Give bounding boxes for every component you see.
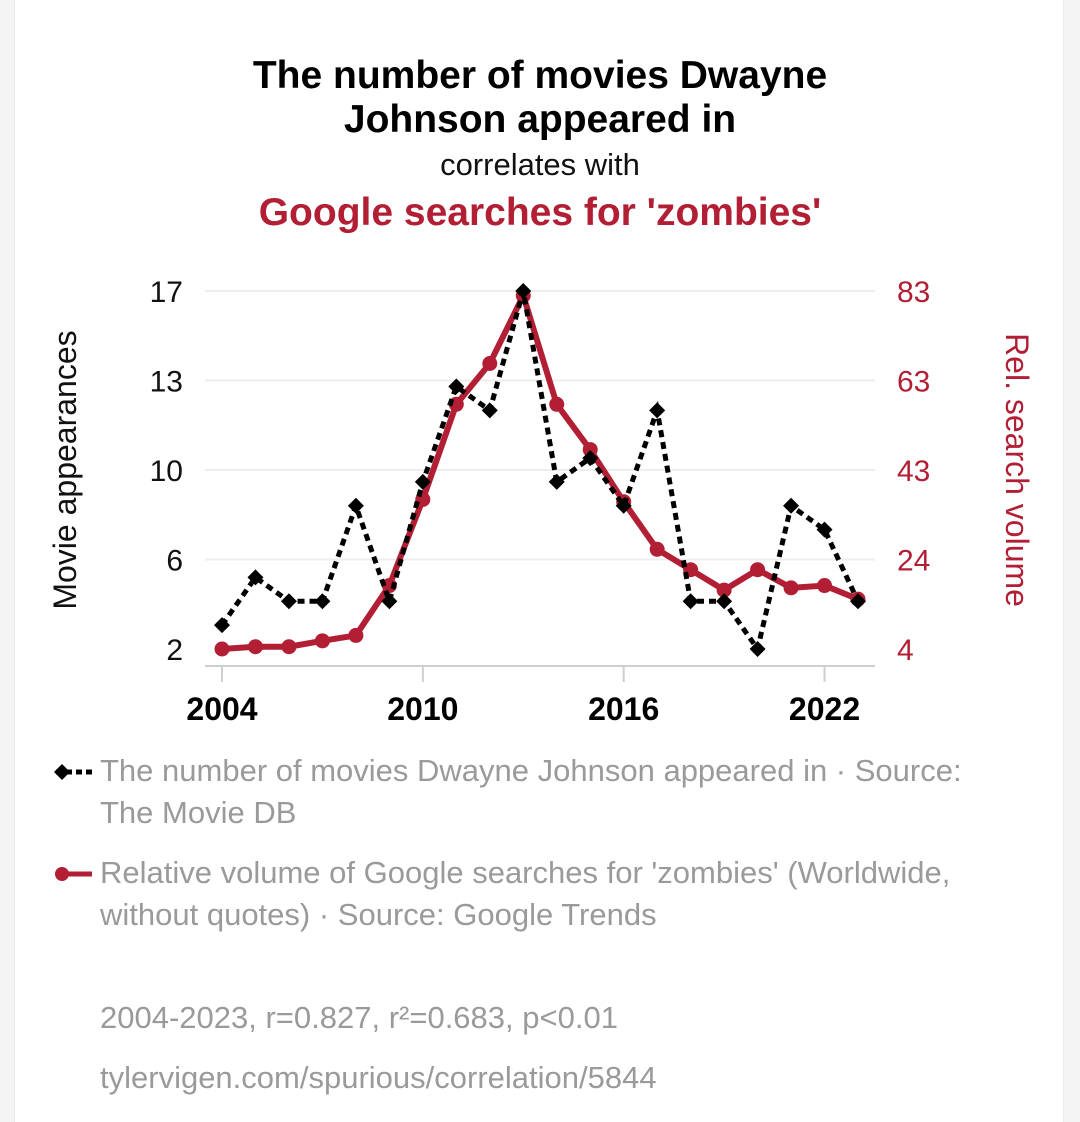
series-movies-point bbox=[280, 593, 297, 610]
x-tick-label: 2004 bbox=[186, 691, 257, 727]
series-movies-point bbox=[816, 521, 833, 538]
x-tick-label: 2010 bbox=[387, 691, 458, 727]
series-movies-line bbox=[219, 290, 861, 656]
legend-label-searches: Relative volume of Google searches for '… bbox=[100, 855, 951, 932]
left-tick-label: 10 bbox=[150, 455, 183, 488]
series-searches-point bbox=[817, 578, 833, 594]
source-url-link[interactable]: tylervigen.com/spurious/correlation/5844 bbox=[100, 1060, 657, 1095]
left-tick-label: 2 bbox=[166, 634, 183, 667]
series-searches-point bbox=[281, 639, 297, 655]
series-searches-point bbox=[783, 580, 799, 596]
series-searches-point bbox=[549, 396, 565, 412]
series-movies-point bbox=[247, 569, 264, 586]
series-movies-point bbox=[515, 283, 532, 299]
series-movies-point bbox=[716, 593, 733, 610]
series-movies-point bbox=[649, 402, 666, 419]
series-movies-point bbox=[448, 378, 465, 395]
series-movies-point bbox=[381, 593, 398, 610]
series-searches-point bbox=[314, 633, 330, 649]
left-tick-label: 17 bbox=[150, 276, 183, 309]
right-tick-label: 4 bbox=[897, 634, 914, 667]
series-searches-point bbox=[214, 641, 230, 657]
series-searches-point bbox=[716, 582, 732, 598]
x-tick-label: 2016 bbox=[588, 691, 659, 727]
left-tick-label: 13 bbox=[150, 366, 183, 399]
left-axis-title: Movie appearances bbox=[47, 330, 83, 609]
series-movies-point bbox=[783, 497, 800, 514]
series-searches-point bbox=[348, 627, 364, 643]
series-searches-line bbox=[221, 292, 860, 652]
chart-subtitle: Google searches for 'zombies' bbox=[258, 191, 822, 234]
x-tick-label: 2022 bbox=[789, 691, 860, 727]
series-movies-point bbox=[314, 593, 331, 610]
series-searches-point bbox=[750, 562, 766, 578]
series-movies-point bbox=[481, 402, 498, 419]
legend-swatch-movies bbox=[54, 764, 92, 780]
series-searches-point bbox=[482, 356, 498, 372]
series-movies-point bbox=[347, 497, 364, 514]
legend-label-movies: The number of movies Dwayne Johnson appe… bbox=[100, 753, 962, 830]
series-movies-point bbox=[582, 450, 599, 467]
stats-text: 2004-2023, r=0.827, r²=0.683, p<0.01 bbox=[100, 1000, 618, 1035]
right-tick-label: 63 bbox=[897, 366, 930, 399]
left-tick-label: 6 bbox=[166, 545, 183, 578]
series-movies-point bbox=[850, 593, 866, 610]
chart-card bbox=[14, 0, 1064, 1122]
chart-title: The number of movies Dwayne Johnson appe… bbox=[252, 54, 828, 141]
right-tick-label: 24 bbox=[897, 545, 930, 578]
right-tick-label: 83 bbox=[897, 276, 930, 309]
series-movies-point bbox=[214, 617, 230, 634]
series-searches-point bbox=[247, 639, 263, 655]
chart-plot: 2004 2010 2016 2022 2 6 10 13 17 4 24 43 63 83 Movie a… bbox=[47, 276, 1035, 727]
series-searches-point bbox=[649, 541, 665, 557]
legend-swatch-searches bbox=[55, 867, 92, 881]
series-searches-point bbox=[582, 442, 598, 458]
series-movies-point bbox=[548, 473, 565, 490]
right-axis-title: Rel. search volume bbox=[999, 333, 1035, 607]
chart-connector-text: correlates with bbox=[440, 147, 640, 182]
right-tick-label: 43 bbox=[897, 455, 930, 488]
series-movies-point bbox=[749, 641, 766, 657]
series-movies-point bbox=[414, 473, 431, 490]
series-movies-point bbox=[682, 593, 699, 610]
series-movies-point bbox=[615, 497, 632, 514]
chart-titles: The number of movies Dwayne Johnson appe… bbox=[0, 54, 1080, 236]
